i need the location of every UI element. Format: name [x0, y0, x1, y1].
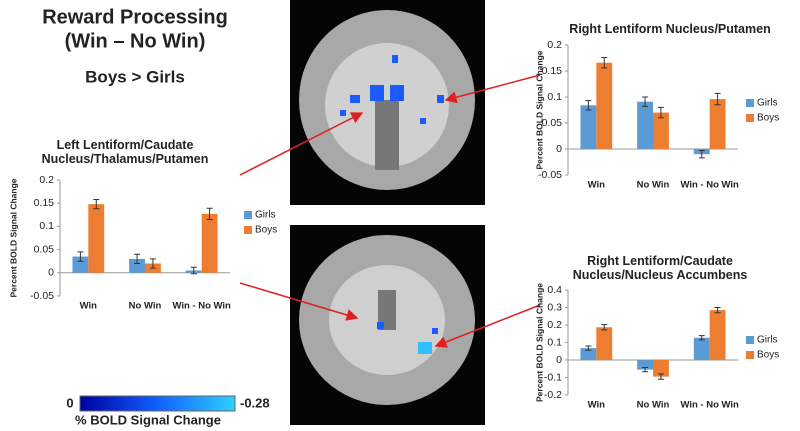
error-bar	[642, 96, 649, 107]
y-tick-label: 0.1	[39, 220, 54, 232]
y-tick-label: -0.1	[544, 371, 562, 383]
x-tick-label: Win - No Win	[680, 400, 739, 411]
error-bar	[657, 373, 664, 380]
bar	[596, 327, 613, 360]
x-tick-label: No Win	[129, 301, 162, 312]
chart-title: Right Lentiform/Caudate Nucleus/Nucleus …	[572, 254, 748, 282]
figure-subtitle: (Win – No Win)	[65, 30, 206, 52]
error-bar	[601, 324, 608, 331]
legend-label: Girls	[255, 210, 276, 221]
error-bar	[642, 367, 649, 373]
legend-label: Girls	[757, 98, 778, 109]
bar	[653, 360, 669, 377]
error-bar	[206, 207, 213, 220]
error-bar	[657, 106, 664, 119]
error-bar	[698, 335, 705, 341]
error-bar	[714, 307, 721, 314]
x-tick-label: Win	[588, 180, 606, 191]
contrast: Boys > Girls	[85, 67, 185, 86]
bar	[709, 310, 726, 360]
y-tick-label: 0	[556, 354, 562, 366]
y-tick-label: -0.05	[538, 169, 562, 181]
x-tick-label: No Win	[637, 180, 670, 191]
chart-title: Left Lentiform/Caudate Nucleus/Thalamus/…	[41, 138, 209, 166]
error-bar	[190, 266, 197, 275]
y-tick-label: 0.2	[547, 39, 562, 51]
legend-label: Boys	[757, 113, 779, 124]
bar	[637, 101, 653, 149]
brain-top	[290, 0, 485, 205]
x-tick-label: Win - No Win	[172, 301, 231, 312]
error-bar	[698, 150, 705, 159]
y-tick-label: 0.05	[34, 243, 55, 255]
y-tick-label: 0.1	[547, 336, 562, 348]
y-tick-label: 0.15	[542, 65, 563, 77]
y-axis-label: Percent BOLD Signal Change	[534, 50, 544, 169]
bar	[637, 360, 653, 370]
figure-title: Reward Processing	[42, 6, 228, 28]
colorbar-max: -0.28	[240, 395, 270, 410]
y-tick-label: 0	[48, 267, 54, 279]
legend-swatch	[244, 211, 252, 219]
legend-swatch	[746, 99, 754, 107]
arrows	[239, 74, 541, 348]
bar	[693, 337, 710, 360]
x-tick-label: Win	[588, 400, 606, 411]
bar	[129, 258, 145, 273]
y-tick-label: 0.2	[39, 174, 54, 186]
bar	[596, 62, 613, 149]
x-tick-label: Win - No Win	[680, 180, 739, 191]
y-axis-label: Percent BOLD Signal Change	[8, 178, 18, 297]
legend-swatch	[746, 336, 754, 344]
bar	[88, 204, 105, 273]
error-bar	[149, 258, 156, 269]
legend-swatch	[746, 351, 754, 359]
y-tick-label: -0.05	[30, 290, 54, 302]
error-bar	[601, 56, 608, 69]
y-tick-label: 0.05	[542, 117, 563, 129]
bar	[709, 99, 726, 149]
y-tick-label: 0.15	[34, 197, 55, 209]
y-tick-label: 0.1	[547, 91, 562, 103]
error-bar	[93, 198, 100, 210]
colorbar-label: % BOLD Signal Change	[75, 412, 221, 427]
y-tick-label: 0.4	[547, 284, 562, 296]
bar	[580, 348, 597, 360]
error-bar	[714, 92, 721, 106]
colorbar-min: 0	[66, 395, 73, 410]
colorbar	[79, 395, 236, 412]
bar	[580, 105, 597, 149]
bar	[653, 112, 669, 149]
legend-label: Boys	[255, 225, 277, 236]
legend-swatch	[746, 114, 754, 122]
bar	[201, 213, 218, 273]
y-tick-label: -0.2	[544, 389, 562, 401]
y-axis-label: Percent BOLD Signal Change	[534, 283, 544, 402]
x-tick-label: Win	[80, 301, 98, 312]
chart-title: Right Lentiform Nucleus/Putamen	[569, 22, 771, 36]
legend-label: Girls	[757, 335, 778, 346]
y-tick-label: 0.2	[547, 319, 562, 331]
legend-swatch	[244, 226, 252, 234]
error-bar	[134, 253, 141, 265]
legend-label: Boys	[757, 350, 779, 361]
y-tick-label: 0	[556, 143, 562, 155]
error-bar	[585, 345, 592, 351]
error-bar	[585, 100, 592, 111]
x-tick-label: No Win	[637, 400, 670, 411]
brain-bottom	[290, 225, 485, 425]
bar	[72, 256, 89, 273]
y-tick-label: 0.3	[547, 301, 562, 313]
error-bar	[77, 251, 84, 262]
